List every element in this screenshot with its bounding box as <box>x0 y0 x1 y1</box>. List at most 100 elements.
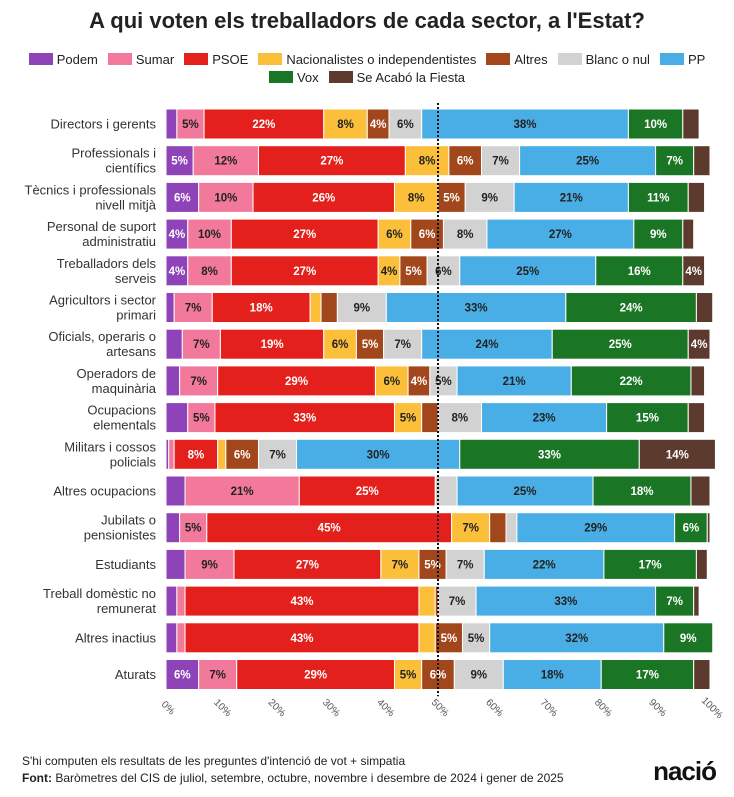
category-label-line: Estudiants <box>95 557 156 572</box>
bar-segment <box>570 365 692 397</box>
bar-segment <box>380 548 420 580</box>
bar-segment <box>184 548 235 580</box>
category-label: Treball domèstic no remunerat <box>43 586 156 616</box>
data-label: 22% <box>620 376 643 388</box>
data-label: 45% <box>318 523 341 535</box>
bar-segment <box>627 181 689 213</box>
legend-swatch <box>328 71 353 83</box>
data-label: 26% <box>312 192 335 204</box>
bar-segment <box>298 475 436 507</box>
bar-segment <box>192 145 259 177</box>
bar-segment <box>513 181 629 213</box>
data-label: 10% <box>198 229 221 241</box>
bar-segment <box>502 659 602 690</box>
data-label: 4% <box>411 376 428 388</box>
category-label-line: Directors i gerents <box>51 117 157 132</box>
bar-segment <box>693 659 711 690</box>
data-label: 17% <box>639 559 662 571</box>
data-label: 5% <box>182 119 199 131</box>
data-label: 4% <box>370 119 387 131</box>
data-label: 16% <box>628 266 651 278</box>
x-tick-label: 30% <box>320 697 342 719</box>
bar-segment <box>448 145 483 177</box>
legend-item: PP <box>659 52 705 67</box>
data-label: 7% <box>457 559 474 571</box>
source-label: Font: <box>22 771 52 785</box>
bar-segment <box>181 328 221 360</box>
data-label: 24% <box>475 339 498 351</box>
bar-segment <box>214 402 395 434</box>
legend-swatch <box>486 53 511 65</box>
bar-segment <box>165 475 186 507</box>
legend-swatch <box>557 53 582 65</box>
source-line: Font: Baròmetres del CIS de juliol, sete… <box>22 771 564 785</box>
legend-item: Se Acabó la Fiesta <box>328 70 465 85</box>
bar-segment <box>404 145 450 177</box>
category-label-line: Tècnics i professionals <box>25 182 157 197</box>
data-label: 9% <box>354 303 371 315</box>
data-label: 7% <box>185 303 202 315</box>
category-label: Directors i gerents <box>51 117 157 132</box>
x-tick-label: 80% <box>592 697 614 719</box>
data-label: 43% <box>290 596 313 608</box>
bar-segment <box>165 292 175 323</box>
bar-segment <box>434 622 463 654</box>
x-tick-label: 40% <box>374 697 396 719</box>
category-label-line: Agricultors i sector <box>49 293 157 308</box>
category-label-line: Operadors de <box>77 366 157 381</box>
bar-segment <box>459 438 640 470</box>
data-label: 8% <box>188 449 205 461</box>
data-label: 33% <box>465 303 488 315</box>
bar-segment <box>706 512 711 544</box>
legend-label: Altres <box>514 52 548 67</box>
data-label: 12% <box>214 156 237 168</box>
bar-segment <box>219 328 325 360</box>
data-label: 18% <box>541 670 564 682</box>
bar-segment <box>693 585 700 617</box>
legend-label: Sumar <box>135 52 175 67</box>
bar-segment <box>695 548 708 580</box>
bar-segment <box>687 328 711 360</box>
legend-swatch <box>258 53 283 65</box>
data-label: 25% <box>516 266 539 278</box>
category-label-line: científics <box>105 161 156 176</box>
legend-row-1: Podem Sumar PSOE Nacionalistes o independen… <box>0 52 734 67</box>
bar-segment <box>690 365 706 397</box>
bar-segment <box>695 292 714 323</box>
legend-item: Vox <box>268 70 319 85</box>
x-tick-label: 90% <box>646 697 668 719</box>
category-label: Militars i cossos policials <box>64 439 156 469</box>
category-label-line: Treballadors dels <box>57 256 157 271</box>
data-label: 4% <box>169 229 186 241</box>
legend-item: PSOE <box>184 52 248 67</box>
data-label: 8% <box>408 192 425 204</box>
bar-segment <box>393 181 439 213</box>
data-label: 4% <box>381 266 398 278</box>
bar-segment <box>184 622 420 654</box>
data-label: 33% <box>538 449 561 461</box>
bar-segment <box>309 292 322 323</box>
bar-segment <box>393 659 423 690</box>
bar-segment <box>453 659 504 690</box>
bar-segment <box>600 659 695 690</box>
category-label-line: maquinària <box>92 381 157 396</box>
data-label: 8% <box>457 229 474 241</box>
legend-item: Sumar <box>107 52 175 67</box>
bar-segment <box>377 218 412 250</box>
data-label: 9% <box>650 229 667 241</box>
bar-segment <box>168 438 175 470</box>
category-label-line: Altres ocupacions <box>53 484 156 499</box>
data-label: 6% <box>174 670 191 682</box>
data-label: 24% <box>620 303 643 315</box>
legend-swatch <box>659 53 684 65</box>
data-label: 9% <box>470 670 487 682</box>
bar-segment <box>165 659 200 690</box>
category-label-line: nivell mitjà <box>95 197 156 212</box>
data-label: 43% <box>290 633 313 645</box>
bar-segment <box>388 108 423 140</box>
data-label: 8% <box>451 413 468 425</box>
bar-segment <box>690 475 711 507</box>
bar-segment <box>489 622 665 654</box>
data-label: 7% <box>269 449 286 461</box>
data-label: 4% <box>685 266 702 278</box>
